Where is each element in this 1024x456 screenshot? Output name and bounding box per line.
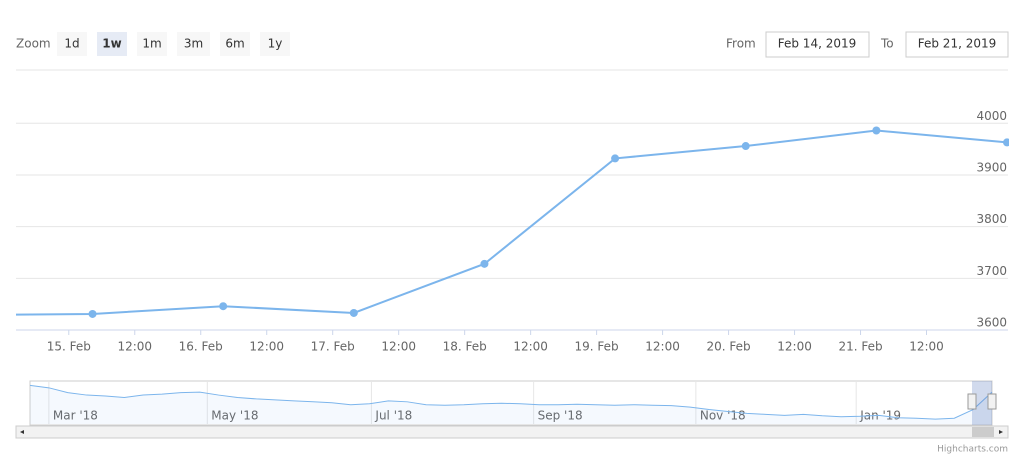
credits[interactable]: Highcharts.com [937,445,1008,455]
scroll-right[interactable] [999,430,1003,434]
navigator-area [30,385,992,424]
point [1003,138,1009,147]
x-tick-label: 21. Feb [838,340,882,354]
x-tick-label: 19. Feb [575,340,619,354]
x-tick-label: 15. Feb [47,340,91,354]
point [349,308,358,317]
y-tick-label: 3900 [976,160,1007,174]
from-label: From [726,37,756,51]
navigator-handle[interactable] [967,393,977,410]
point [741,142,750,151]
zoom-button-label[interactable]: 1d [64,37,79,51]
to-value[interactable]: Feb 21, 2019 [918,37,997,51]
zoom-button[interactable] [177,32,210,56]
navigator-tick-label: Mar '18 [53,409,98,423]
y-tick-label: 3600 [976,316,1007,330]
x-tick-label: 16. Feb [179,340,223,354]
y-tick-label: 3700 [976,264,1007,278]
zoom-button[interactable] [57,32,87,56]
point [88,309,97,318]
zoom-button[interactable] [137,32,167,56]
zoom-button-label[interactable]: 1m [142,37,161,51]
scroll-thumb[interactable] [972,427,994,437]
zoom-button-label[interactable]: 1y [268,37,283,51]
x-tick-label: 12:00 [381,340,416,354]
zoom-button[interactable] [97,32,127,56]
scrollbar[interactable] [15,425,1009,439]
scroll-left[interactable] [20,430,24,434]
from-input[interactable] [765,31,870,58]
to-input[interactable] [905,31,1009,58]
line [16,129,1008,316]
x-tick-label: 20. Feb [706,340,750,354]
point [480,259,489,268]
x-tick-label: 18. Feb [443,340,487,354]
zoom-button-label[interactable]: 6m [225,37,244,51]
navigator-line [29,384,993,420]
to-label: To [880,37,894,51]
x-tick-label: 17. Feb [311,340,355,354]
point [611,154,620,163]
x-tick-label: 12:00 [777,340,812,354]
from-value[interactable]: Feb 14, 2019 [778,37,857,51]
navigator-handle[interactable] [987,393,997,410]
zoom-button[interactable] [260,32,290,56]
x-tick-label: 12:00 [513,340,548,354]
y-tick-label: 4000 [976,109,1007,123]
zoom-button-label[interactable]: 3m [184,37,203,51]
zoom-button[interactable] [220,32,250,56]
y-tick-label: 3800 [976,212,1007,226]
point [219,302,228,311]
navigator-tick-label: Sep '18 [538,409,583,423]
x-tick-label: 12:00 [249,340,284,354]
x-tick-label: 12:00 [645,340,680,354]
series [16,126,1009,318]
point [872,126,881,135]
x-tick-label: 12:00 [909,340,944,354]
zoom-button-label[interactable]: 1w [102,37,121,51]
zoom-label: Zoom [16,37,51,51]
navigator-tick-label: May '18 [211,409,258,423]
navigator-tick-label: Jul '18 [374,409,412,423]
navigator-mask [972,381,992,425]
x-tick-label: 12:00 [117,340,152,354]
